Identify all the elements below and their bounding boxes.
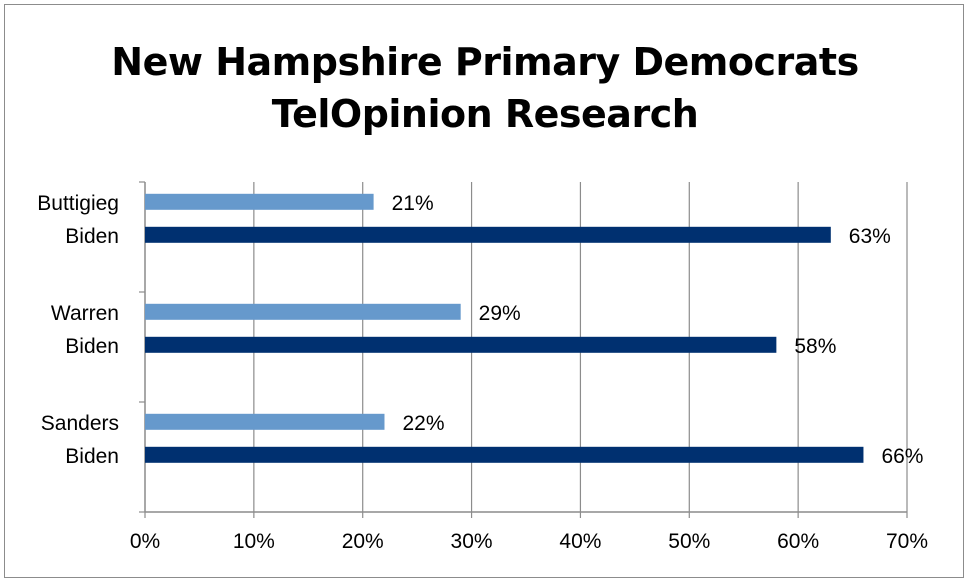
x-tick-label: 20%	[342, 530, 384, 553]
bars	[145, 193, 864, 463]
x-tick-label: 30%	[451, 530, 493, 553]
data-label: 22%	[402, 412, 444, 435]
bar	[145, 193, 374, 210]
chart-title-line-1: New Hampshire Primary Democrats	[111, 40, 859, 84]
chart-title-line-2: TelOpinion Research	[271, 92, 699, 136]
category-label: Biden	[65, 225, 119, 248]
bar	[145, 336, 777, 353]
x-tick-label: 40%	[559, 530, 601, 553]
chart-frame	[4, 4, 964, 578]
category-label: Sanders	[41, 412, 119, 435]
chart-title: New Hampshire Primary Democrats TelOpini…	[0, 36, 970, 140]
data-label: 58%	[794, 335, 836, 358]
x-tick-label: 0%	[130, 530, 160, 553]
bar	[145, 413, 385, 430]
data-label: 66%	[881, 445, 923, 468]
x-tick-label: 50%	[668, 530, 710, 553]
x-tick-label: 60%	[777, 530, 819, 553]
labels: 0% 10% 20% 30% 40% 50% 60% 70% Buttigieg 21% Biden…	[37, 192, 928, 553]
x-tick-label: 10%	[233, 530, 275, 553]
bar	[145, 226, 831, 243]
category-label: Buttigieg	[37, 192, 119, 215]
category-label: Biden	[65, 445, 119, 468]
category-label: Warren	[51, 302, 119, 325]
bar	[145, 446, 864, 463]
data-label: 21%	[392, 192, 434, 215]
bar	[145, 303, 461, 320]
category-label: Biden	[65, 335, 119, 358]
data-label: 29%	[479, 302, 521, 325]
x-tick-label: 70%	[886, 530, 928, 553]
data-label: 63%	[849, 225, 891, 248]
